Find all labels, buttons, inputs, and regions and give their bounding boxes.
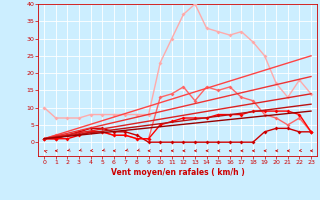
X-axis label: Vent moyen/en rafales ( km/h ): Vent moyen/en rafales ( km/h ) <box>111 168 244 177</box>
